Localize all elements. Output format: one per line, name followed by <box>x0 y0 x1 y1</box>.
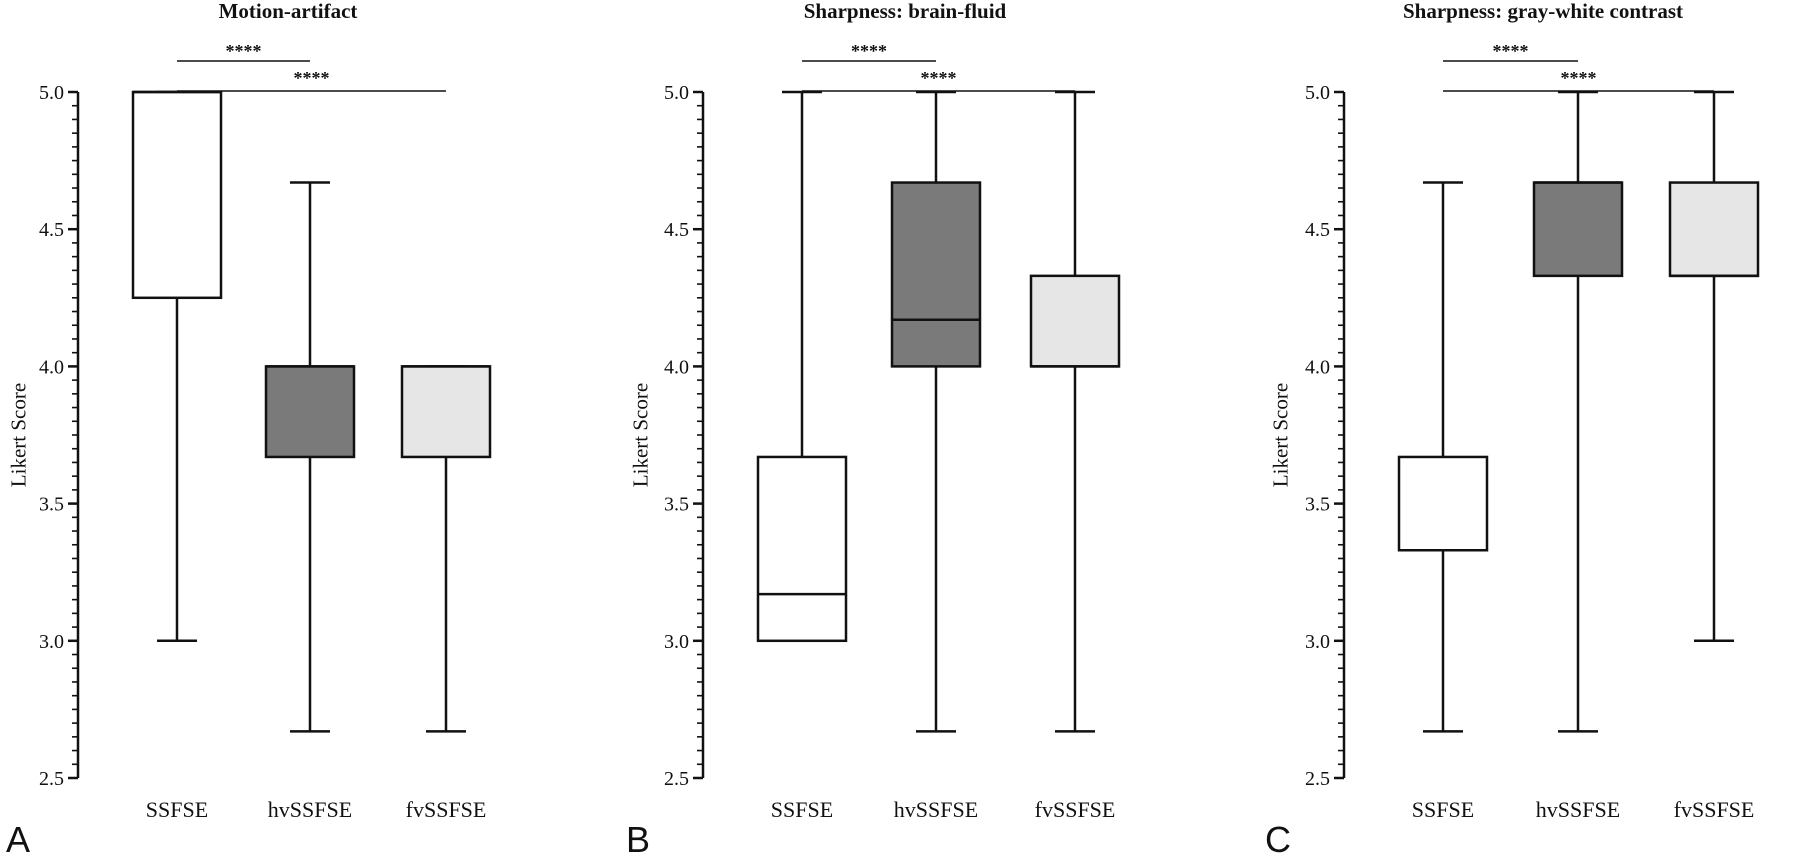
chart-title: Motion-artifact <box>219 0 358 23</box>
panel-letter: C <box>1265 819 1291 860</box>
box-hvssfse <box>890 90 982 733</box>
iqr-box <box>756 455 848 643</box>
chart-title: Sharpness: gray-white contrast <box>1403 0 1683 23</box>
box-ssfse <box>1397 181 1489 733</box>
y-tick-label: 5.0 <box>1305 82 1330 104</box>
x-category-label: SSFSE <box>1412 797 1474 822</box>
chart-title: Sharpness: brain-fluid <box>804 0 1007 23</box>
panel-letter: A <box>6 819 30 860</box>
y-axis-label: Likert Score <box>6 383 30 487</box>
x-category-label: SSFSE <box>146 797 208 822</box>
box-fvssfse <box>1029 90 1121 733</box>
box-hvssfse <box>264 181 356 733</box>
y-tick-label: 2.5 <box>664 768 689 790</box>
y-tick-label: 4.0 <box>1305 356 1330 378</box>
significance-stars: **** <box>921 68 957 88</box>
significance-stars: **** <box>294 68 330 88</box>
y-tick-label: 3.0 <box>664 631 689 653</box>
box-fvssfse <box>400 365 492 733</box>
significance-stars: **** <box>226 41 262 61</box>
y-tick-label: 5.0 <box>664 82 689 104</box>
significance-stars: **** <box>851 41 887 61</box>
y-tick-label: 3.5 <box>1305 494 1330 516</box>
x-category-label: fvSSFSE <box>1035 797 1116 822</box>
y-tick-label: 3.5 <box>39 494 64 516</box>
iqr-box <box>131 90 223 300</box>
chart-panel-b: Sharpness: brain-fluid 2.5 3.0 3.5 4.0 4.5 5.0… <box>626 0 1121 860</box>
box-hvssfse <box>1532 90 1624 733</box>
iqr-box <box>1397 455 1489 552</box>
y-tick-label: 5.0 <box>39 82 64 104</box>
x-category-label: hvSSFSE <box>1536 797 1620 822</box>
y-tick-label: 3.5 <box>664 494 689 516</box>
y-tick-label: 3.0 <box>39 631 64 653</box>
chart-panel-a: Motion-artifact 2.5 3.0 3.5 4.0 4.5 5.0 Likert … <box>6 0 492 860</box>
iqr-box <box>1668 181 1760 278</box>
iqr-box <box>1029 274 1121 368</box>
box-fvssfse <box>1668 90 1760 643</box>
iqr-box <box>400 365 492 459</box>
iqr-box <box>264 365 356 459</box>
iqr-box <box>890 181 982 368</box>
y-tick-label: 4.5 <box>1305 219 1330 241</box>
y-tick-label: 2.5 <box>39 768 64 790</box>
y-tick-label: 4.5 <box>39 219 64 241</box>
y-axis-label: Likert Score <box>628 383 652 487</box>
significance-stars: **** <box>1561 68 1597 88</box>
iqr-box <box>1532 181 1624 278</box>
x-category-label: hvSSFSE <box>268 797 352 822</box>
y-tick-label: 2.5 <box>1305 768 1330 790</box>
x-category-label: SSFSE <box>771 797 833 822</box>
box-ssfse <box>756 90 848 643</box>
box-ssfse <box>131 90 223 643</box>
significance-stars: **** <box>1493 41 1529 61</box>
y-tick-label: 4.0 <box>39 356 64 378</box>
chart-panel-c: Sharpness: gray-white contrast 2.5 3.0 3.5 4… <box>1265 0 1760 860</box>
y-tick-label: 3.0 <box>1305 631 1330 653</box>
x-category-label: fvSSFSE <box>406 797 487 822</box>
x-category-label: fvSSFSE <box>1674 797 1755 822</box>
y-tick-label: 4.5 <box>664 219 689 241</box>
x-category-label: hvSSFSE <box>894 797 978 822</box>
y-tick-label: 4.0 <box>664 356 689 378</box>
panel-letter: B <box>626 819 650 860</box>
y-axis-label: Likert Score <box>1268 383 1292 487</box>
